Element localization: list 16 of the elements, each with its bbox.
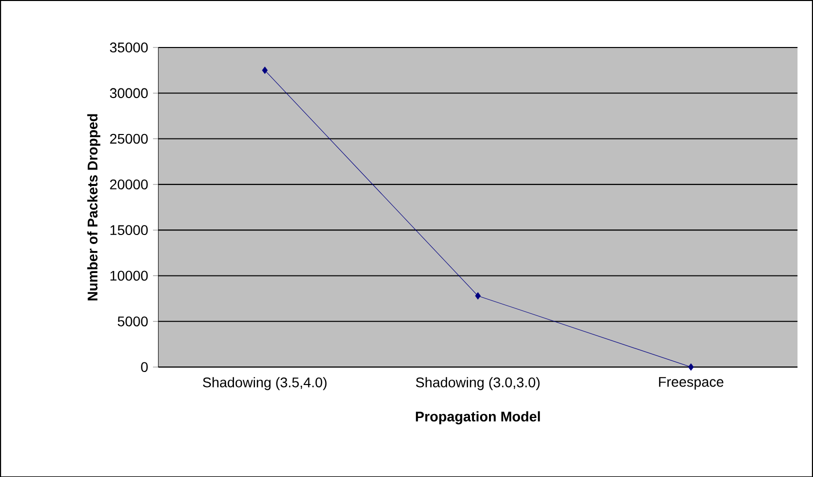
x-tick-label: Shadowing (3.5,4.0) — [202, 376, 327, 390]
point — [262, 66, 268, 74]
y-tick-label: 35000 — [110, 42, 148, 52]
x-tick-label: Freespace — [659, 376, 724, 390]
x-axis-title: Propagation Model — [416, 411, 540, 424]
y-tick-label: 10000 — [110, 270, 148, 280]
point — [688, 363, 694, 370]
y-axis-title: Number of Packets Dropped — [87, 114, 100, 300]
x-tick-label: Shadowing (3.0,3.0) — [416, 376, 540, 390]
y-tick-label: 25000 — [110, 134, 148, 144]
y-tick-label: 0 — [141, 362, 148, 372]
y-tick-label: 5000 — [118, 316, 148, 326]
point — [475, 292, 481, 300]
y-tick-label: 30000 — [110, 88, 148, 98]
y-tick-label: 20000 — [110, 179, 148, 190]
y-tick-label: 15000 — [110, 224, 148, 235]
